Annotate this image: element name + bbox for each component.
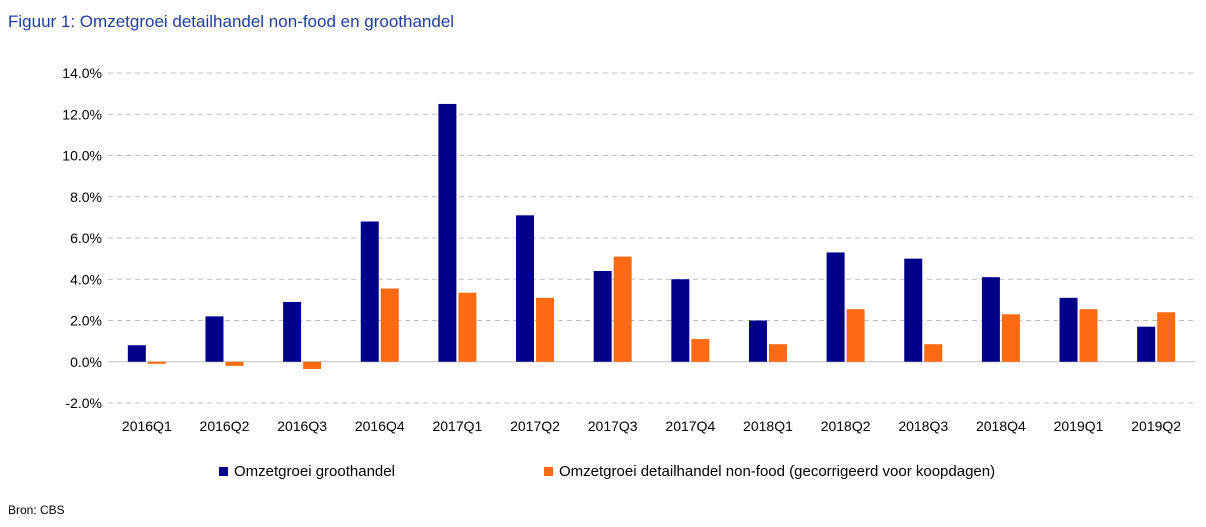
x-tick-label: 2016Q4: [355, 418, 405, 434]
bar-groothandel: [904, 258, 923, 362]
x-tick-label: 2016Q3: [277, 418, 327, 434]
bar-groothandel: [981, 277, 1000, 362]
bar-groothandel: [748, 320, 767, 362]
bar-groothandel: [127, 345, 146, 362]
bar-groothandel: [826, 252, 845, 362]
bar-groothandel: [360, 221, 379, 362]
bar-detailhandel: [1001, 314, 1020, 362]
bar-groothandel: [516, 215, 535, 362]
bar-detailhandel: [303, 361, 322, 369]
x-tick-label: 2017Q1: [432, 418, 482, 434]
x-tick-label: 2018Q1: [743, 418, 793, 434]
bar-chart: -2.0% 0.0% 2.0% 4.0% 6.0% 8.0% 10.0% 12.0% 14.0%…: [62, 65, 1195, 434]
bar-detailhandel: [225, 361, 244, 366]
y-tick-label: -2.0%: [65, 395, 102, 411]
bar-detailhandel: [691, 339, 710, 362]
y-tick-label: 12.0%: [62, 106, 102, 122]
x-tick-label: 2019Q2: [1131, 418, 1181, 434]
x-axis: 2016Q1 2016Q2 2016Q3 2016Q4 2017Q1 2017Q2 2017…: [122, 418, 1181, 434]
bar-groothandel: [205, 316, 224, 362]
x-tick-label: 2017Q3: [588, 418, 638, 434]
bar-groothandel: [438, 103, 457, 362]
bar-groothandel: [671, 279, 690, 362]
bar-detailhandel: [1079, 309, 1098, 362]
source-note: Bron: CBS: [8, 503, 65, 517]
legend-item-detailhandel: Omzetgroei detailhandel non-food (gecorr…: [544, 463, 995, 480]
y-tick-label: 6.0%: [70, 230, 102, 246]
bar-detailhandel: [536, 297, 555, 362]
y-tick-label: 0.0%: [70, 354, 102, 370]
legend-label-detailhandel: Omzetgroei detailhandel non-food (gecorr…: [559, 463, 996, 480]
y-tick-label: 4.0%: [70, 271, 102, 287]
bar-detailhandel: [380, 288, 399, 362]
bar-detailhandel: [924, 344, 943, 362]
y-tick-label: 2.0%: [70, 313, 102, 329]
bar-groothandel: [1137, 326, 1156, 362]
bars: [127, 103, 1176, 369]
y-tick-label: 8.0%: [70, 189, 102, 205]
legend-swatch-detailhandel: [544, 467, 553, 476]
legend-item-groothandel: Omzetgroei groothandel: [219, 463, 395, 480]
chart-title: Figuur 1: Omzetgroei detailhandel non-fo…: [8, 12, 455, 31]
gridlines: [108, 72, 1195, 404]
x-tick-label: 2017Q2: [510, 418, 560, 434]
y-tick-label: 10.0%: [62, 148, 102, 164]
x-tick-label: 2016Q1: [122, 418, 172, 434]
y-tick-label: 14.0%: [62, 65, 102, 81]
bar-detailhandel: [846, 309, 865, 362]
legend-swatch-groothandel: [219, 467, 228, 476]
x-tick-label: 2019Q1: [1054, 418, 1104, 434]
legend: Omzetgroei groothandel Omzetgroei detail…: [0, 463, 1206, 483]
bar-detailhandel: [768, 344, 787, 362]
x-tick-label: 2018Q2: [821, 418, 871, 434]
bar-groothandel: [283, 301, 302, 362]
bar-detailhandel: [458, 292, 477, 362]
x-tick-label: 2018Q3: [898, 418, 948, 434]
bar-groothandel: [593, 271, 612, 362]
y-axis: -2.0% 0.0% 2.0% 4.0% 6.0% 8.0% 10.0% 12.0% 14.0%: [62, 65, 102, 411]
bar-detailhandel: [613, 256, 632, 362]
bar-groothandel: [1059, 297, 1078, 362]
bar-detailhandel: [147, 361, 166, 364]
bar-detailhandel: [1157, 312, 1176, 362]
legend-label-groothandel: Omzetgroei groothandel: [234, 463, 395, 480]
x-tick-label: 2018Q4: [976, 418, 1026, 434]
x-tick-label: 2016Q2: [200, 418, 250, 434]
x-tick-label: 2017Q4: [665, 418, 715, 434]
